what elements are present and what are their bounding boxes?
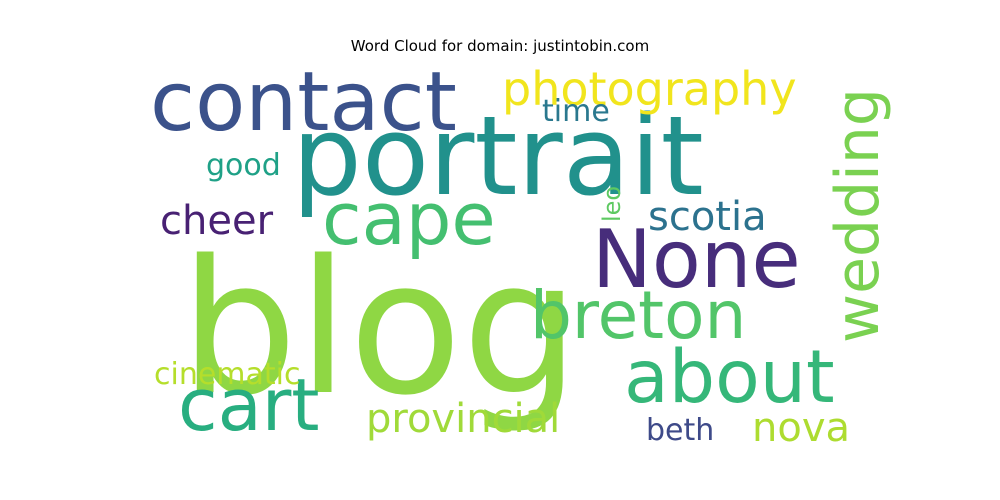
word-scotia: scotia <box>648 194 767 240</box>
word-provincial: provincial <box>366 396 560 442</box>
word-good: good <box>206 148 281 183</box>
word-none: None <box>592 213 801 306</box>
word-blog: blog <box>180 220 579 436</box>
word-breton: breton <box>530 277 746 354</box>
word-nova: nova <box>752 405 850 451</box>
word-cape: cape <box>322 177 496 261</box>
word-photography: photography <box>502 62 797 116</box>
word-beth: beth <box>646 413 714 448</box>
word-leo: leo <box>598 186 626 222</box>
word-cheer: cheer <box>160 198 274 244</box>
word-contact: contact <box>150 55 457 150</box>
chart-title: Word Cloud for domain: justintobin.com <box>350 37 650 55</box>
word-about: about <box>624 335 835 420</box>
word-cinematic: cinematic <box>154 357 301 392</box>
word-time: time <box>542 94 610 129</box>
word-cart: cart <box>178 363 320 447</box>
word-wedding: wedding <box>823 88 893 343</box>
word-portrait: portrait <box>292 92 704 220</box>
